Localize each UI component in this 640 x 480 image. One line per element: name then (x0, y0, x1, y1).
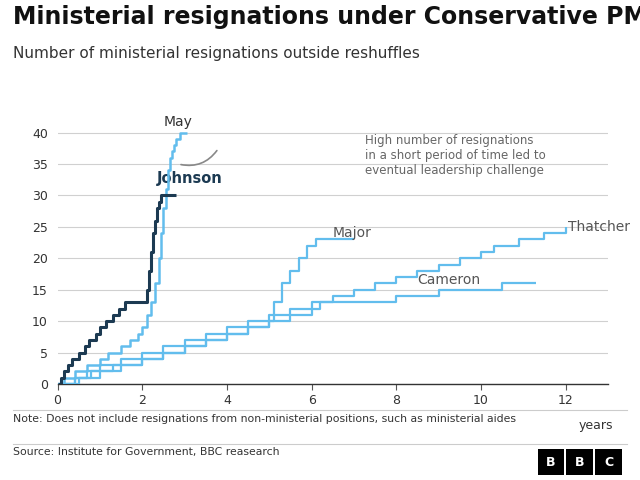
Text: Johnson: Johnson (157, 171, 223, 186)
Text: High number of resignations
in a short period of time led to
eventual leadership: High number of resignations in a short p… (365, 134, 545, 178)
Text: May: May (164, 115, 193, 130)
Text: years: years (579, 419, 613, 432)
Text: Source: Institute for Government, BBC reasearch: Source: Institute for Government, BBC re… (13, 447, 279, 457)
Text: Ministerial resignations under Conservative PMs: Ministerial resignations under Conservat… (13, 5, 640, 29)
Text: Number of ministerial resignations outside reshuffles: Number of ministerial resignations outsi… (13, 46, 420, 60)
Text: Thatcher: Thatcher (568, 220, 630, 234)
Text: C: C (604, 456, 613, 468)
Text: Major: Major (333, 226, 372, 240)
Text: Note: Does not include resignations from non-ministerial positions, such as mini: Note: Does not include resignations from… (13, 414, 516, 424)
Text: Cameron: Cameron (417, 273, 481, 287)
Text: B: B (547, 456, 556, 468)
Text: B: B (575, 456, 584, 468)
